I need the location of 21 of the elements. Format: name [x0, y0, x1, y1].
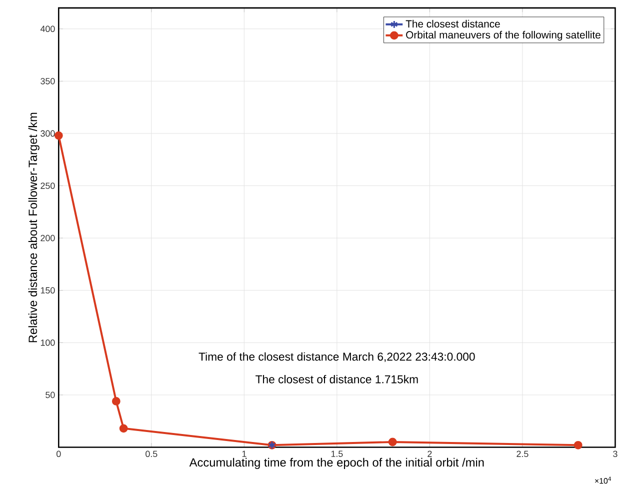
y-tick-label: 200	[40, 234, 55, 242]
y-axis-title: Relative distance about Follower-Target /km	[28, 112, 40, 342]
x-tick-label: 2.5	[516, 450, 528, 458]
x-tick-label: 0.5	[146, 450, 158, 458]
y-tick-label: 150	[40, 287, 55, 294]
y-tick-label: 350	[40, 78, 55, 84]
y-tick-label: 400	[40, 26, 55, 32]
y-tick-label: 250	[40, 182, 55, 189]
x-tick-label: 1.5	[331, 450, 343, 457]
annotation: Time of the closest distance March 6,2022 23:43:0.000	[198, 352, 475, 362]
legend-label: The closest distance	[406, 20, 500, 28]
y-tick-label: 300	[40, 130, 55, 137]
x-tick-label: 1	[242, 450, 246, 457]
legend-label: Orbital maneuvers of the following satellite	[406, 30, 600, 41]
y-tick-label: 50	[46, 392, 55, 398]
x-tick-label: 2	[428, 450, 432, 457]
x-tick-label: 3	[613, 450, 618, 458]
y-tick-label: 100	[40, 339, 55, 346]
x-tick-label: 0	[56, 450, 61, 458]
x-axis-title: Accumulating time from the epoch of the initial orbit /min	[189, 458, 484, 469]
annotation: The closest of distance 1.715km	[256, 374, 418, 384]
